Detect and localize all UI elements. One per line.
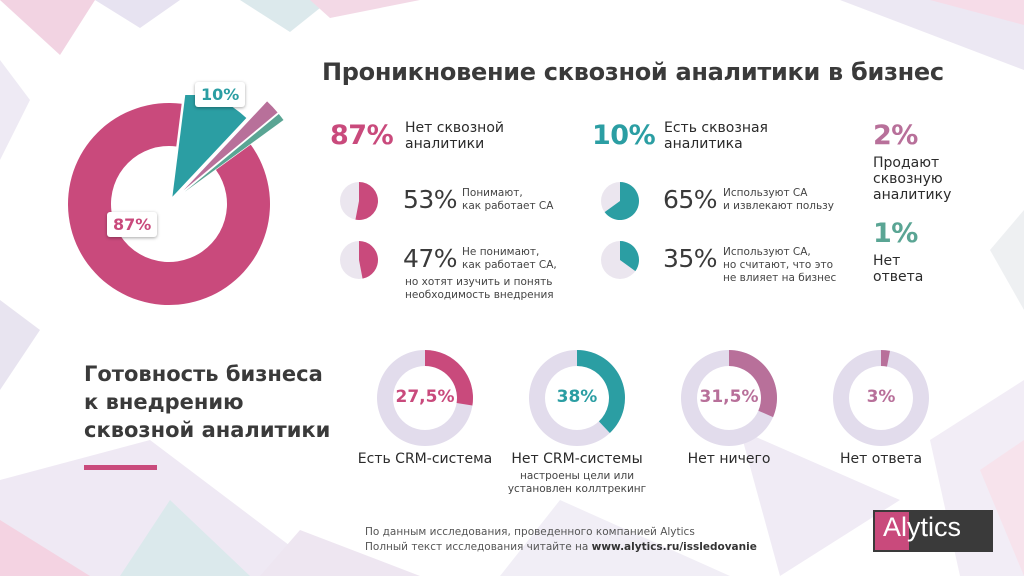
readiness-donut-has-crm [376, 350, 473, 446]
sell-analytics-pct: 2% [873, 120, 918, 151]
pct-understand: 53% [403, 185, 458, 214]
no-analytics-label: Нет сквозной аналитики [405, 120, 504, 152]
readiness-pct-has-crm: 27,5% [395, 387, 455, 407]
pie-value-slice [355, 182, 378, 220]
footer-line-2-prefix: Полный текст исследования читайте на [365, 541, 592, 553]
pie-value-slice [620, 241, 639, 272]
main-donut-chart [68, 95, 284, 305]
readiness-pct-no-crm: 38% [556, 387, 598, 407]
footer-link[interactable]: www.alytics.ru/issledovanie [591, 541, 757, 553]
pie-value-slice [604, 182, 639, 220]
pct-use-benefit: 65% [663, 185, 718, 214]
pie-value-slice [359, 241, 378, 279]
pct-not-understand: 47% [403, 244, 458, 273]
alytics-logo: Alytics [873, 510, 993, 552]
has-analytics-label: Есть сквозная аналитика [664, 120, 768, 152]
readiness-pct-nothing: 31,5% [699, 387, 759, 407]
readiness-donut-nothing [680, 350, 777, 446]
main-slice-sell [183, 101, 278, 191]
no-answer-label: Нет ответа [873, 253, 924, 285]
no-answer-pct: 1% [873, 218, 918, 249]
readiness-donut-no-crm [528, 350, 625, 446]
readiness-title: Готовность бизнеса к внедрению сквозной … [84, 362, 331, 442]
donut-value-arc [425, 350, 473, 406]
donut-value-arc [881, 350, 890, 367]
readiness-label-nothing: Нет ничего [687, 451, 771, 467]
has-analytics-total: 10% [592, 120, 656, 151]
pie-not-understand [340, 241, 378, 279]
no-analytics-total: 87% [330, 120, 394, 151]
readiness-title-underline [84, 465, 157, 470]
text-not-understand: Не понимают, как работает СА, [462, 246, 557, 271]
readiness-label-has-crm: Есть CRM-система [357, 451, 493, 467]
readiness-donut-no-answer [832, 350, 929, 446]
text-use-no-effect: Используют СА, но считают, что это не вл… [723, 246, 837, 284]
main-slice-no-analytics [68, 102, 270, 305]
readiness-sublabel-no-crm: настроены цели или установлен коллтрекин… [507, 470, 647, 495]
donut-track [832, 350, 929, 446]
readiness-pct-no-answer: 3% [866, 387, 896, 407]
footer-line-1: По данным исследования, проведенного ком… [365, 526, 695, 538]
main-donut-label-pink: 87% [107, 212, 158, 237]
main-donut-label-teal: 10% [195, 82, 246, 107]
sell-analytics-label: Продают сквозную аналитику [873, 155, 952, 203]
logo-accent [875, 512, 909, 550]
footer-note: По данным исследования, проведенного ком… [365, 525, 757, 555]
main-slice-no-answer [184, 113, 284, 192]
pie-use-no-effect [601, 241, 639, 279]
donut-value-arc [729, 350, 777, 418]
main-slice-has-analytics [172, 95, 247, 197]
text-understand: Понимают, как работает СА [462, 187, 554, 212]
readiness-label-no-answer: Нет ответа [839, 451, 923, 467]
footer-line-2: Полный текст исследования читайте на www… [365, 540, 757, 555]
text-use-benefit: Используют СА и извлекают пользу [723, 187, 834, 212]
text-not-understand-extra: но хотят изучить и понять необходимость … [405, 276, 554, 301]
donut-value-arc [577, 350, 625, 433]
readiness-label-no-crm: Нет CRM-системы [511, 451, 643, 467]
pie-understand [340, 182, 378, 220]
logo-text: Alytics [883, 512, 962, 542]
pie-use-benefit [601, 182, 639, 220]
page-title: Проникновение сквозной аналитики в бизне… [322, 58, 944, 86]
pct-use-no-effect: 35% [663, 244, 718, 273]
